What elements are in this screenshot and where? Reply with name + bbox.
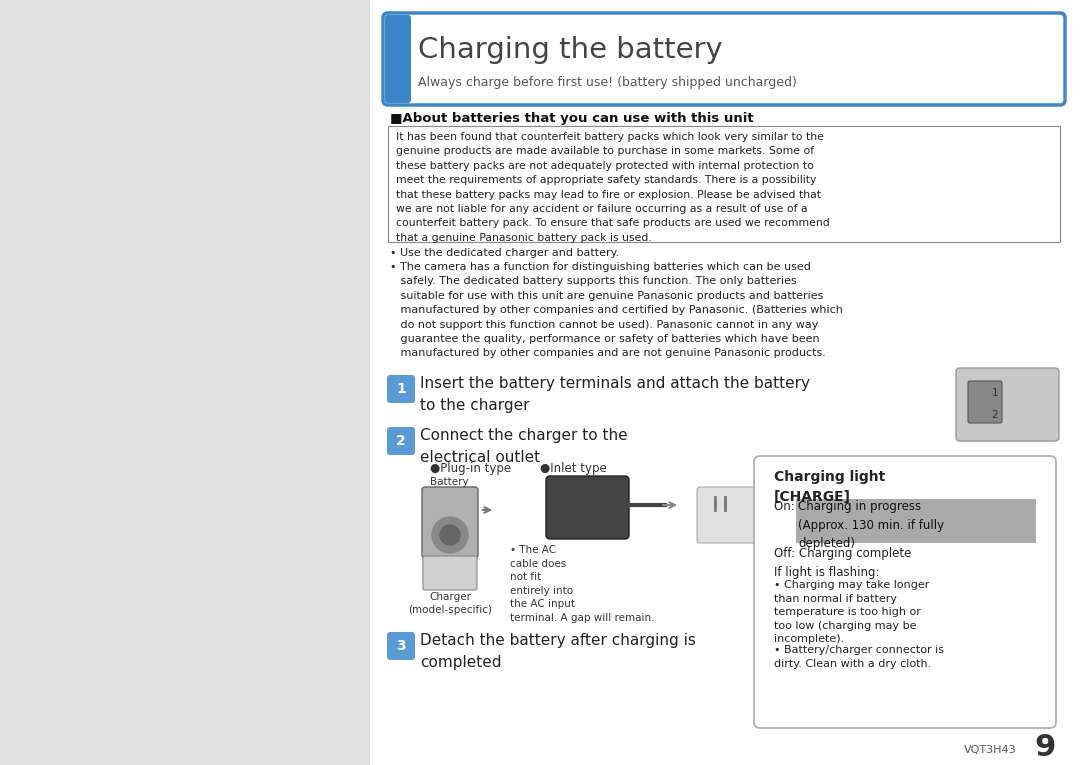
FancyBboxPatch shape (387, 427, 415, 455)
Text: • Use the dedicated charger and battery.: • Use the dedicated charger and battery. (390, 248, 619, 258)
Text: 3: 3 (396, 639, 406, 653)
Text: Battery: Battery (430, 477, 469, 487)
Text: Off: Charging complete: Off: Charging complete (774, 547, 912, 560)
FancyBboxPatch shape (384, 15, 411, 103)
Bar (796, 499, 1036, 543)
FancyBboxPatch shape (387, 375, 415, 403)
Text: Charging in progress
(Approx. 130 min. if fully
depleted): Charging in progress (Approx. 130 min. i… (798, 500, 944, 550)
FancyBboxPatch shape (388, 126, 1059, 242)
FancyBboxPatch shape (968, 381, 1002, 423)
Text: 2: 2 (396, 434, 406, 448)
FancyBboxPatch shape (423, 556, 477, 590)
Text: ●Plug-in type: ●Plug-in type (430, 462, 511, 475)
Text: If light is flashing:: If light is flashing: (774, 566, 879, 579)
Text: 2: 2 (991, 410, 998, 420)
Text: Charging the battery: Charging the battery (418, 36, 723, 64)
Circle shape (432, 517, 468, 553)
FancyBboxPatch shape (383, 13, 1065, 105)
Text: 1: 1 (396, 382, 406, 396)
FancyBboxPatch shape (546, 476, 629, 539)
Text: • The camera has a function for distinguishing batteries which can be used
   sa: • The camera has a function for distingu… (390, 262, 842, 358)
Bar (0, 0, 370, 765)
Text: 1: 1 (991, 388, 998, 398)
Bar (0, 0, 370, 765)
Text: • Charging may take longer
than normal if battery
temperature is too high or
too: • Charging may take longer than normal i… (774, 580, 930, 644)
Text: 9: 9 (1035, 734, 1055, 763)
FancyBboxPatch shape (754, 456, 1056, 728)
Text: Connect the charger to the
electrical outlet: Connect the charger to the electrical ou… (420, 428, 627, 465)
Text: On:: On: (774, 500, 798, 513)
Text: Always charge before first use! (battery shipped uncharged): Always charge before first use! (battery… (418, 76, 797, 89)
Text: Charger
(model-specific): Charger (model-specific) (408, 592, 492, 615)
Text: ■About batteries that you can use with this unit: ■About batteries that you can use with t… (390, 112, 754, 125)
Text: Charging light
[CHARGE]: Charging light [CHARGE] (774, 470, 886, 503)
Text: Insert the battery terminals and attach the battery
to the charger: Insert the battery terminals and attach … (420, 376, 810, 413)
Text: It has been found that counterfeit battery packs which look very similar to the
: It has been found that counterfeit batte… (396, 132, 829, 243)
FancyBboxPatch shape (697, 487, 758, 543)
Circle shape (440, 525, 460, 545)
Bar (388, 18, 408, 100)
FancyBboxPatch shape (422, 487, 478, 558)
Text: VQT3H43: VQT3H43 (963, 745, 1016, 755)
Text: • The AC
cable does
not fit
entirely into
the AC input
terminal. A gap will rema: • The AC cable does not fit entirely int… (510, 545, 654, 623)
Text: ●Inlet type: ●Inlet type (540, 462, 607, 475)
Text: • Battery/charger connector is
dirty. Clean with a dry cloth.: • Battery/charger connector is dirty. Cl… (774, 645, 944, 669)
FancyBboxPatch shape (956, 368, 1059, 441)
Text: Detach the battery after charging is
completed: Detach the battery after charging is com… (420, 633, 696, 670)
FancyBboxPatch shape (387, 632, 415, 660)
Bar (370, 0, 1080, 765)
